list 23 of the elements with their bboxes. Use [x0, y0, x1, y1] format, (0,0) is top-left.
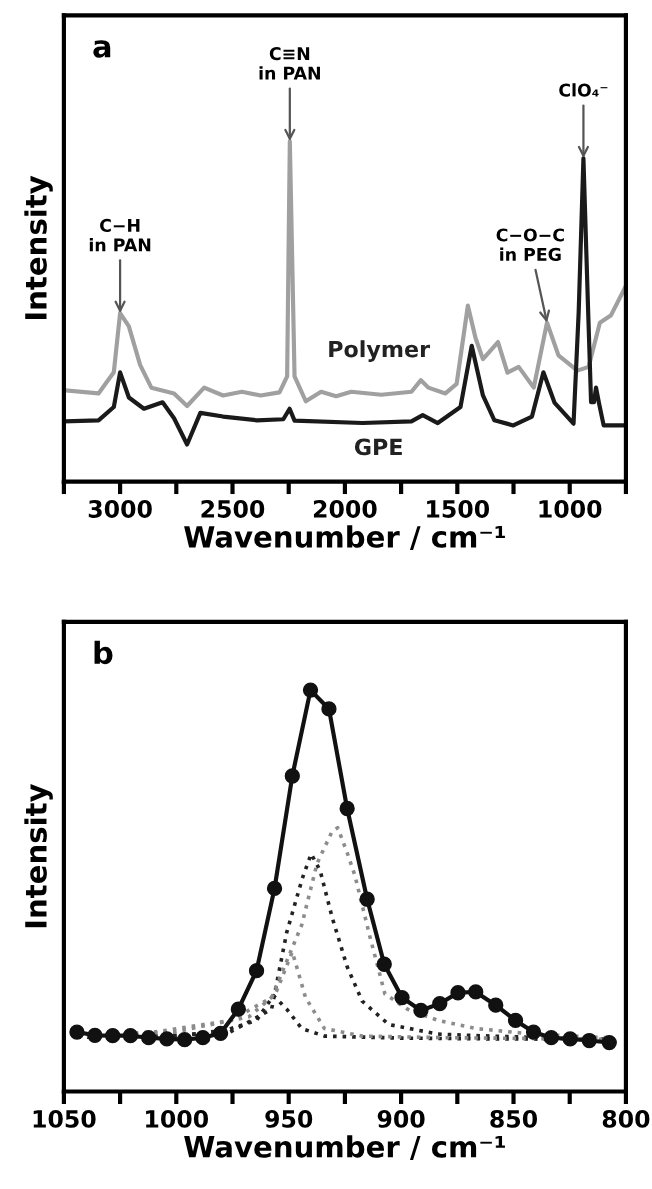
x-tick-label: 850 — [490, 1109, 538, 1128]
annotation: ClO₄⁻ — [559, 83, 608, 97]
annotation: C−H in PAN — [89, 218, 151, 252]
x-tick-label: 1000 — [146, 1109, 209, 1128]
x-axis-title: Wavenumber / cm⁻¹ — [184, 1135, 505, 1161]
y-axis-title: Intensity — [24, 783, 53, 928]
series-label: Polymer — [329, 340, 430, 362]
x-tick-label: 900 — [377, 1109, 425, 1128]
x-tick-label: 1500 — [427, 500, 490, 518]
x-tick-label: 1000 — [539, 500, 602, 518]
x-tick-label: 1050 — [33, 1109, 96, 1128]
chart-title: b — [94, 640, 113, 665]
chart-title: a — [93, 40, 111, 58]
x-tick-label: 2500 — [201, 500, 265, 518]
y-axis-title: Intensity — [24, 175, 53, 320]
x-tick-label: 950 — [265, 1109, 313, 1128]
x-tick-label: 2000 — [313, 500, 377, 518]
annotation: C−O−C in PEG — [496, 228, 564, 261]
series-label: GPE — [354, 438, 402, 456]
annotation: C≡N in PAN — [259, 47, 320, 80]
x-tick-label: 800 — [602, 1109, 650, 1128]
x-axis-title: Wavenumber / cm⁻¹ — [184, 525, 505, 551]
x-tick-label: 3000 — [88, 500, 152, 518]
